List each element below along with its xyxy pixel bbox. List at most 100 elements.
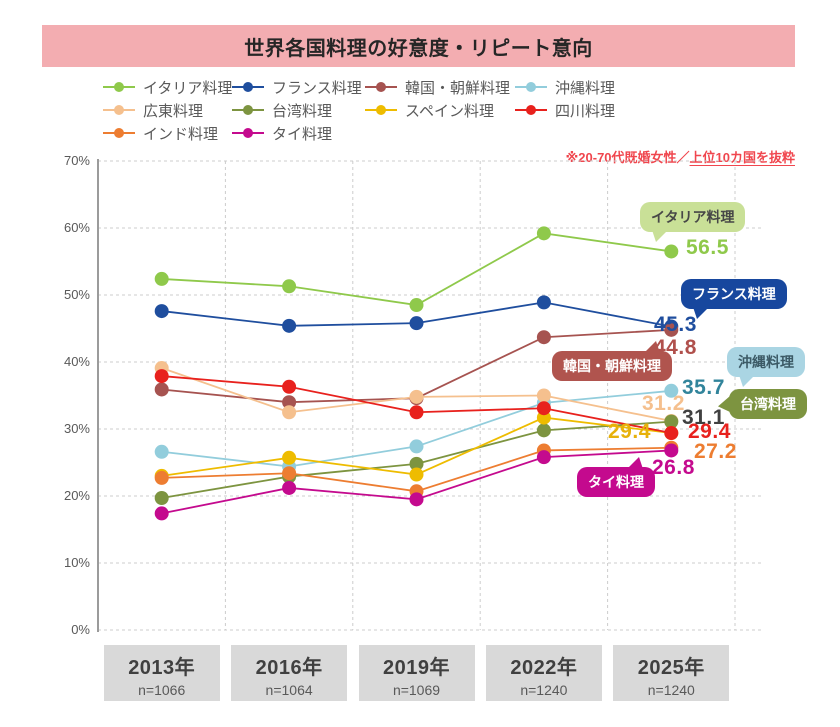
legend-dot xyxy=(243,105,253,115)
legend-dot xyxy=(114,105,124,115)
data-point xyxy=(154,444,169,459)
value-label: 27.2 xyxy=(694,440,737,463)
data-point xyxy=(664,414,679,429)
title-banner: 世界各国料理の好意度・リピート意向 xyxy=(42,25,795,67)
legend-item: タイ料理 xyxy=(232,125,333,143)
note-underlined: 上位10カ国を抜粋 xyxy=(689,150,795,165)
series-line xyxy=(161,232,672,306)
legend-marker-icon xyxy=(515,79,547,95)
legend-dot xyxy=(376,105,386,115)
legend-item: イタリア料理 xyxy=(103,79,233,97)
data-point xyxy=(154,271,169,286)
y-axis-label: 50% xyxy=(63,287,90,302)
data-point xyxy=(154,304,169,319)
data-point xyxy=(536,295,551,310)
data-point xyxy=(536,388,551,403)
x-axis-category: 2025年 n=1240 xyxy=(613,645,730,701)
legend-item: 韓国・朝鮮料理 xyxy=(365,79,511,97)
value-label: 26.8 xyxy=(652,456,695,479)
category-sample-size: n=1240 xyxy=(520,682,568,698)
data-point xyxy=(536,330,551,345)
category-year: 2025年 xyxy=(637,657,705,679)
data-point xyxy=(536,450,551,465)
value-label: 56.5 xyxy=(686,236,729,259)
data-point xyxy=(282,279,297,294)
legend-marker-icon xyxy=(515,102,547,118)
legend-item: フランス料理 xyxy=(232,79,362,97)
value-label: 31.1 xyxy=(682,406,725,429)
category-sample-size: n=1069 xyxy=(392,682,441,698)
legend-dot xyxy=(243,82,253,92)
x-axis-category: 2022年 n=1240 xyxy=(485,645,602,701)
category-sample-size: n=1064 xyxy=(265,682,313,698)
data-point xyxy=(664,244,679,259)
page-title: 世界各国料理の好意度・リピート意向 xyxy=(244,37,593,60)
x-axis-category: 2019年 n=1069 xyxy=(358,645,475,701)
y-axis-label: 40% xyxy=(63,354,90,369)
legend-item-label: スペイン料理 xyxy=(405,102,494,120)
data-point xyxy=(409,467,424,482)
legend-item-label: イタリア料理 xyxy=(143,79,233,97)
data-point xyxy=(282,480,297,495)
category-year: 2019年 xyxy=(383,657,450,679)
data-point xyxy=(154,470,169,485)
x-axis-category: 2013年 n=1066 xyxy=(103,645,220,701)
y-axis-label: 10% xyxy=(63,555,90,570)
legend-item-label: 四川料理 xyxy=(555,102,616,120)
legend-item-label: 韓国・朝鮮料理 xyxy=(405,79,511,97)
value-label: 35.7 xyxy=(682,376,725,399)
y-axis-label: 0% xyxy=(71,622,90,637)
data-point xyxy=(409,492,424,507)
value-label: 45.3 xyxy=(654,313,697,336)
data-point xyxy=(664,443,679,458)
y-axis-label: 70% xyxy=(63,153,90,168)
value-label: 29.4 xyxy=(608,420,651,443)
y-axis-label: 30% xyxy=(63,421,90,436)
legend-item: 四川料理 xyxy=(515,102,616,120)
data-point xyxy=(282,450,297,465)
data-point xyxy=(409,405,424,420)
data-point xyxy=(536,401,551,416)
legend-item-label: タイ料理 xyxy=(272,125,333,143)
data-point xyxy=(154,382,169,397)
legend-item: インド料理 xyxy=(103,125,219,143)
legend-dot xyxy=(243,128,253,138)
value-label: 29.4 xyxy=(688,420,731,443)
data-point xyxy=(664,322,679,337)
legend-item: 広東料理 xyxy=(103,102,204,120)
data-point xyxy=(409,456,424,471)
legend-marker-icon xyxy=(232,79,264,95)
legend-marker-icon xyxy=(103,125,135,141)
callout-bubble: タイ料理 xyxy=(577,457,655,497)
legend-item-label: フランス料理 xyxy=(272,79,362,97)
legend-item-label: インド料理 xyxy=(143,125,219,143)
legend-dot xyxy=(114,128,124,138)
y-axis-label: 20% xyxy=(63,488,90,503)
legend-marker-icon xyxy=(365,79,397,95)
callout-bubble: 韓国・朝鮮料理 xyxy=(552,341,672,381)
value-label: 31.2 xyxy=(642,392,685,415)
data-point xyxy=(664,383,679,398)
data-point xyxy=(154,491,169,506)
data-point xyxy=(409,316,424,331)
data-point xyxy=(282,379,297,394)
category-sample-size: n=1240 xyxy=(647,682,695,698)
legend-dot xyxy=(114,82,124,92)
category-year: 2022年 xyxy=(510,657,578,679)
legend-item-label: 広東料理 xyxy=(143,102,204,120)
callout-bubble: フランス料理 xyxy=(681,279,787,319)
data-point xyxy=(536,226,551,241)
data-point xyxy=(154,369,169,384)
data-point xyxy=(282,405,297,420)
legend-marker-icon xyxy=(103,102,135,118)
category-sample-size: n=1066 xyxy=(138,682,186,698)
data-point xyxy=(409,298,424,313)
legend-item: 台湾料理 xyxy=(232,102,332,120)
data-point xyxy=(282,395,297,410)
legend-item-label: 沖縄料理 xyxy=(555,79,616,97)
data-point xyxy=(664,426,679,441)
y-axis-label: 60% xyxy=(63,220,90,235)
data-point xyxy=(282,466,297,481)
